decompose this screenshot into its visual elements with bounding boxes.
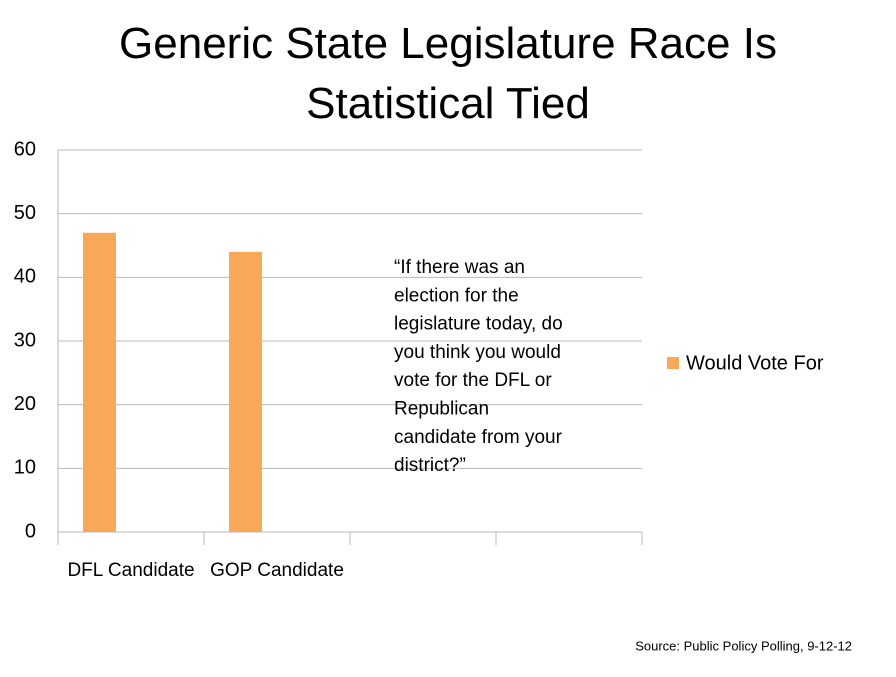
y-tick-label: 60 (14, 138, 36, 160)
legend-label: Would Vote For (686, 352, 824, 374)
y-tick-label: 20 (14, 393, 36, 415)
bar (83, 232, 116, 532)
y-tick-label: 40 (14, 266, 36, 288)
annotation-line: you think you would (394, 342, 561, 363)
y-tick-label: 0 (25, 520, 36, 542)
annotation-line: vote for the DFL or (394, 370, 552, 391)
annotation-line: legislature today, do (394, 314, 563, 335)
annotation-line: candidate from your (394, 427, 563, 448)
annotation-line: election for the (394, 285, 519, 306)
annotation-line: “If there was an (394, 257, 525, 278)
chart-title: Generic State Legislature Race Is Statis… (119, 19, 777, 128)
x-tick-label: DFL Candidate (67, 560, 194, 581)
legend-swatch (667, 357, 679, 369)
y-tick-label: 30 (14, 329, 36, 351)
annotation-line: Republican (394, 399, 489, 420)
x-tick-label: GOP Candidate (210, 560, 344, 581)
annotation-line: district?” (394, 455, 466, 476)
y-tick-label: 10 (14, 457, 36, 479)
y-tick-label: 50 (14, 202, 36, 224)
source: Source: Public Policy Polling, 9-12-12 (635, 638, 852, 653)
bar (229, 251, 262, 532)
